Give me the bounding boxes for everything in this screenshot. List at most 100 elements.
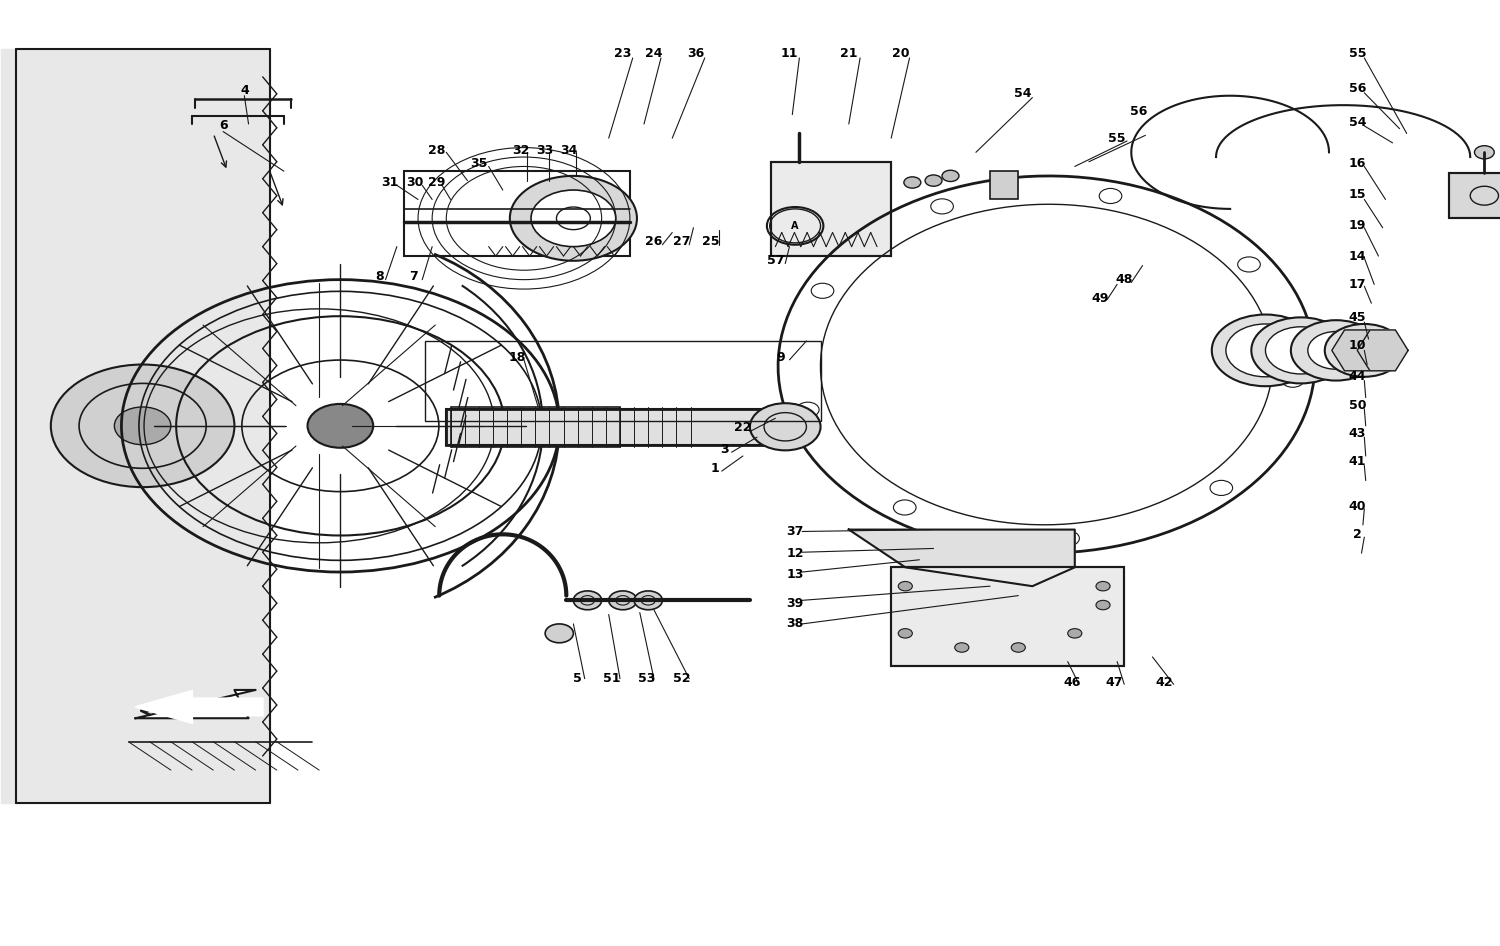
Text: 44: 44 <box>1348 370 1366 383</box>
Text: 34: 34 <box>561 144 578 157</box>
Text: 56: 56 <box>1130 105 1148 118</box>
Bar <box>424 341 820 421</box>
Text: 27: 27 <box>674 236 692 249</box>
Bar <box>1449 173 1500 219</box>
Circle shape <box>1238 257 1260 272</box>
Text: 21: 21 <box>840 46 858 60</box>
Text: 9: 9 <box>777 351 786 364</box>
Circle shape <box>932 199 954 214</box>
Circle shape <box>750 403 820 450</box>
Bar <box>891 568 1124 666</box>
Text: 6: 6 <box>219 119 228 132</box>
Circle shape <box>1068 629 1082 638</box>
Circle shape <box>894 499 916 515</box>
Text: 17: 17 <box>1348 278 1366 290</box>
Text: 55: 55 <box>1108 131 1126 145</box>
Text: 5: 5 <box>573 672 582 685</box>
Text: 36: 36 <box>687 46 705 60</box>
Text: 28: 28 <box>427 144 445 157</box>
Circle shape <box>1212 314 1318 386</box>
Circle shape <box>1096 582 1110 591</box>
Circle shape <box>1058 531 1080 546</box>
Text: 22: 22 <box>734 421 752 434</box>
Circle shape <box>609 591 638 610</box>
Text: 54: 54 <box>1348 115 1366 129</box>
Circle shape <box>1096 601 1110 610</box>
Circle shape <box>1308 331 1365 369</box>
Text: 35: 35 <box>470 157 488 170</box>
Text: 40: 40 <box>1348 499 1366 513</box>
Text: 1: 1 <box>711 462 718 475</box>
Text: 19: 19 <box>1348 219 1366 233</box>
Text: 46: 46 <box>1064 675 1080 689</box>
Text: 38: 38 <box>786 618 804 630</box>
Bar <box>771 162 891 256</box>
Text: 18: 18 <box>509 351 525 364</box>
Text: 53: 53 <box>638 672 656 685</box>
Text: 16: 16 <box>1348 157 1366 170</box>
Text: 57: 57 <box>766 254 784 268</box>
Text: 52: 52 <box>674 672 692 685</box>
Circle shape <box>954 642 969 652</box>
Text: 48: 48 <box>1116 273 1132 286</box>
Text: 50: 50 <box>1348 398 1366 412</box>
Circle shape <box>898 582 912 591</box>
Text: 12: 12 <box>786 547 804 560</box>
Bar <box>447 409 792 445</box>
Circle shape <box>942 170 958 182</box>
Polygon shape <box>1332 330 1383 371</box>
Text: 7: 7 <box>410 271 419 283</box>
Circle shape <box>1251 317 1350 383</box>
FancyArrow shape <box>135 691 262 723</box>
Polygon shape <box>849 530 1076 587</box>
Bar <box>990 171 1018 200</box>
Bar <box>447 409 792 445</box>
Circle shape <box>308 404 374 447</box>
Circle shape <box>1011 642 1026 652</box>
Circle shape <box>898 629 912 638</box>
Text: 8: 8 <box>375 271 384 283</box>
Text: 42: 42 <box>1155 675 1173 689</box>
Text: 25: 25 <box>702 236 718 249</box>
Text: 26: 26 <box>645 236 663 249</box>
Polygon shape <box>2 48 270 803</box>
Text: 29: 29 <box>427 176 445 189</box>
Text: 11: 11 <box>780 46 798 60</box>
Circle shape <box>510 176 638 261</box>
Circle shape <box>51 364 234 487</box>
Bar <box>771 162 891 256</box>
Circle shape <box>812 283 834 298</box>
Circle shape <box>114 407 171 445</box>
Text: 55: 55 <box>1348 46 1366 60</box>
Circle shape <box>1210 481 1233 496</box>
Text: 45: 45 <box>1348 311 1366 324</box>
Circle shape <box>904 177 921 188</box>
Circle shape <box>1292 320 1382 380</box>
Circle shape <box>1324 324 1404 377</box>
Circle shape <box>1341 335 1388 365</box>
Text: 13: 13 <box>786 569 804 582</box>
Text: 56: 56 <box>1348 81 1366 95</box>
Text: A: A <box>792 220 800 231</box>
Circle shape <box>926 175 942 186</box>
Text: 33: 33 <box>537 144 554 157</box>
Text: 10: 10 <box>1348 340 1366 352</box>
Circle shape <box>796 402 819 417</box>
Text: 43: 43 <box>1348 427 1366 440</box>
Text: 31: 31 <box>381 176 399 189</box>
Circle shape <box>1474 146 1494 159</box>
Bar <box>404 171 630 256</box>
Text: 4: 4 <box>240 84 249 97</box>
Bar <box>891 568 1124 666</box>
Text: 47: 47 <box>1106 675 1124 689</box>
Text: 51: 51 <box>603 672 621 685</box>
Text: 20: 20 <box>892 46 910 60</box>
Text: 23: 23 <box>614 46 632 60</box>
Text: 39: 39 <box>786 597 804 609</box>
Text: 2: 2 <box>1353 528 1362 541</box>
Bar <box>450 407 620 447</box>
Text: 14: 14 <box>1348 250 1366 263</box>
Circle shape <box>544 624 573 642</box>
Text: 41: 41 <box>1348 455 1366 468</box>
Polygon shape <box>1358 330 1408 371</box>
